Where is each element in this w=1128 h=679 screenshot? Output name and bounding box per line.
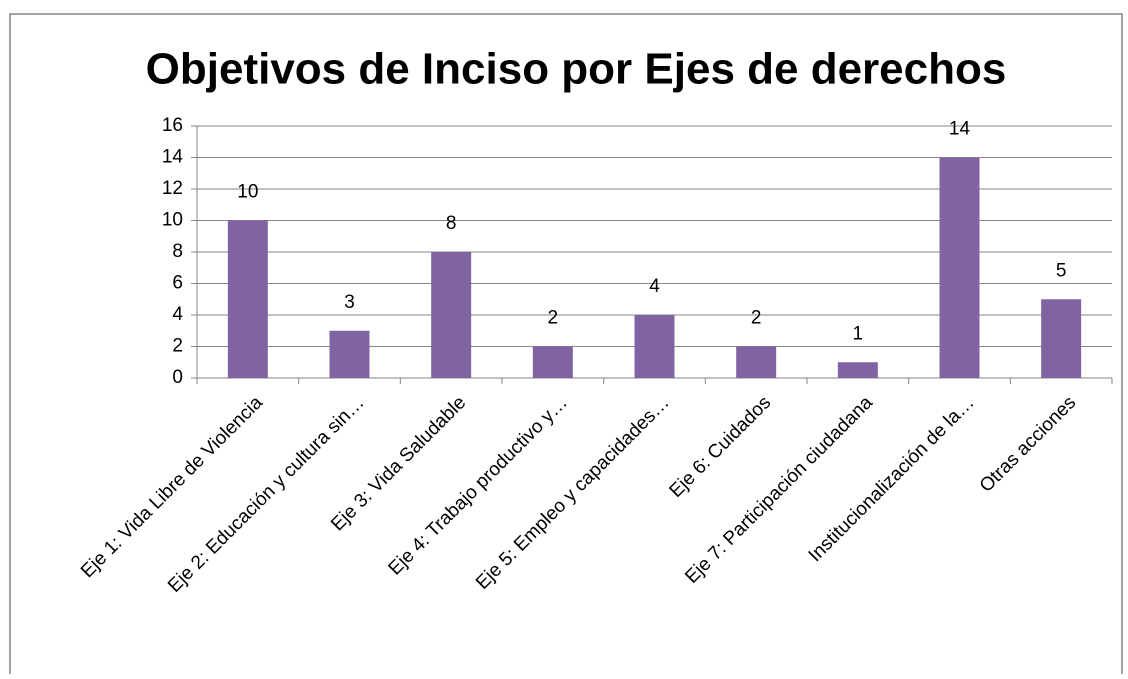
data-label: 1 — [853, 323, 864, 344]
x-tick-label: Eje 5: Empleo y capacidades… — [472, 392, 674, 594]
y-tick-label: 10 — [162, 210, 183, 231]
chart-frame — [9, 13, 1123, 679]
bar — [634, 315, 675, 378]
x-tick-label: Eje 6: Cuidados — [666, 392, 776, 502]
y-tick-label: 6 — [172, 273, 183, 294]
y-tick-label: 8 — [172, 241, 183, 262]
data-label: 8 — [446, 213, 457, 234]
y-tick-label: 14 — [162, 147, 184, 168]
bar — [736, 346, 777, 378]
y-tick-label: 16 — [162, 115, 183, 136]
bar — [329, 330, 370, 378]
x-tick-label: Institucionalización de la… — [805, 392, 979, 566]
bar — [532, 346, 573, 378]
bar — [837, 362, 878, 378]
data-label: 3 — [344, 292, 355, 313]
data-label: 10 — [237, 182, 258, 203]
bar — [227, 220, 268, 378]
x-tick-label: Eje 7: Participación ciudadana — [681, 392, 877, 588]
bar — [1041, 299, 1082, 378]
data-label: 4 — [649, 276, 660, 297]
data-label: 2 — [751, 308, 762, 329]
data-label: 2 — [548, 308, 559, 329]
y-tick-label: 0 — [172, 367, 183, 388]
data-label: 14 — [949, 119, 971, 140]
x-tick-label: Eje 4: Trabajo productivo y… — [385, 392, 572, 579]
bar — [431, 252, 472, 378]
x-tick-label: Eje 2: Educación y cultura sin… — [164, 392, 369, 597]
y-tick-label: 2 — [172, 336, 183, 357]
chart-title: Objetivos de Inciso por Ejes de derechos — [146, 45, 1007, 94]
x-tick-label: Otras acciones — [976, 392, 1080, 496]
x-tick-label: Eje 1: Vida Libre de Violencia — [77, 392, 267, 582]
data-label: 5 — [1056, 260, 1067, 281]
y-tick-label: 4 — [172, 304, 183, 325]
y-tick-label: 12 — [162, 178, 183, 199]
bar — [939, 157, 980, 378]
